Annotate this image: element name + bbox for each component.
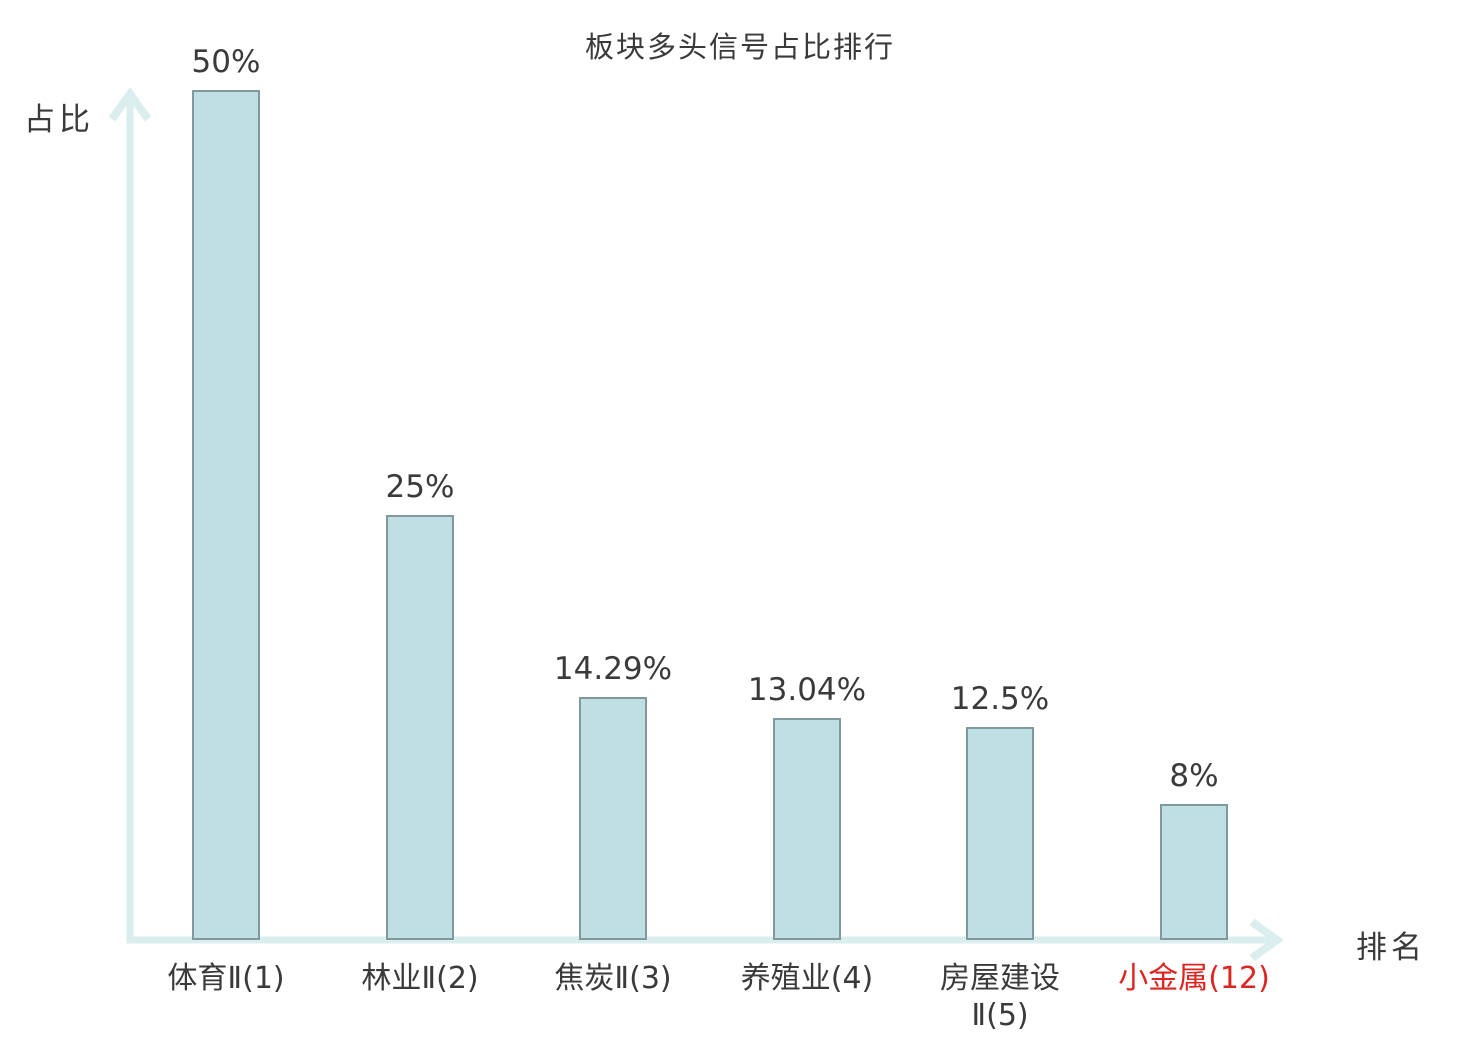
bar	[386, 515, 454, 940]
bar	[1160, 804, 1228, 940]
bar-category-label: 林业Ⅱ(2)	[300, 960, 540, 997]
bar-category-label: 房屋建设 Ⅱ(5)	[880, 960, 1120, 1034]
bar-value-label: 25%	[385, 469, 455, 505]
bar-value-label: 14.29%	[553, 651, 673, 687]
bar-category-line: 房屋建设	[940, 961, 1060, 996]
bar-value-label: 50%	[191, 44, 261, 80]
bar	[966, 727, 1034, 940]
bar-category-label: 体育Ⅱ(1)	[106, 960, 346, 997]
x-axis-arrow-icon	[1249, 918, 1284, 962]
bar-category-label: 小金属(12)	[1074, 960, 1314, 997]
bar-category-line: 林业Ⅱ(2)	[361, 961, 479, 996]
bar-value-label: 13.04%	[747, 672, 867, 708]
bar-value-label: 12.5%	[950, 681, 1050, 717]
bar-category-label: 焦炭Ⅱ(3)	[493, 960, 733, 997]
bar-category-line: 焦炭Ⅱ(3)	[554, 961, 672, 996]
bar-category-label: 养殖业(4)	[687, 960, 927, 997]
bar-category-line: 养殖业(4)	[740, 961, 874, 996]
y-axis-arrow-icon	[108, 87, 152, 122]
chart-title: 板块多头信号占比排行	[584, 30, 895, 64]
bar-category-line: Ⅱ(5)	[971, 998, 1029, 1033]
bar	[773, 718, 841, 940]
y-axis-title: 占比	[24, 102, 94, 138]
x-axis-title: 排名	[1356, 930, 1426, 966]
bar	[579, 697, 647, 940]
bar-category-line: 体育Ⅱ(1)	[167, 961, 285, 996]
bar-category-line: 小金属(12)	[1118, 961, 1270, 996]
bar-value-label: 8%	[1169, 758, 1219, 794]
bar	[192, 90, 260, 940]
